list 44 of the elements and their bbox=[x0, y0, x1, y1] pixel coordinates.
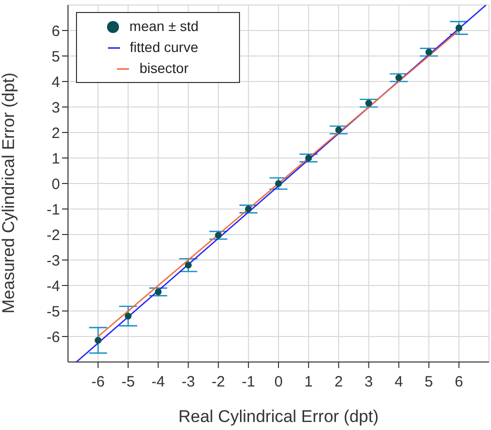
x-tick-label: 2 bbox=[334, 374, 343, 391]
point bbox=[184, 262, 192, 268]
point bbox=[456, 24, 462, 32]
point bbox=[365, 100, 372, 107]
point bbox=[94, 336, 102, 344]
x-tick-label: 3 bbox=[364, 374, 373, 391]
x-tick-label: 5 bbox=[424, 374, 434, 391]
point bbox=[154, 288, 162, 296]
point bbox=[305, 154, 312, 162]
legend-label: fitted curve bbox=[130, 39, 198, 55]
y-tick-label: -3 bbox=[46, 252, 60, 270]
y-tick-label: -4 bbox=[46, 278, 60, 295]
y-tick-label: -6 bbox=[46, 328, 60, 346]
y-tick-label: 0 bbox=[52, 176, 60, 193]
x-tick-label: -2 bbox=[212, 374, 226, 391]
point bbox=[275, 180, 282, 187]
x-tick-label: 0 bbox=[274, 374, 283, 391]
x-tick-label: -6 bbox=[91, 374, 105, 391]
y-tick-label: 5 bbox=[52, 48, 60, 66]
y-tick-label: 6 bbox=[52, 22, 60, 40]
y-tick-label: 4 bbox=[52, 74, 60, 91]
y-tick-label: -1 bbox=[46, 201, 60, 218]
x-tick-label: -5 bbox=[121, 374, 135, 391]
point bbox=[395, 74, 402, 82]
y-tick-label: 2 bbox=[52, 124, 60, 142]
y-axis-title: Measured Cylindrical Error (dpt) bbox=[0, 72, 18, 314]
y-tick-label: -5 bbox=[46, 303, 60, 320]
y-tick-label: 3 bbox=[52, 99, 60, 116]
point bbox=[335, 126, 342, 134]
x-tick-label: -1 bbox=[242, 374, 256, 391]
x-axis-title: Real Cylindrical Error (dpt) bbox=[178, 407, 379, 426]
point bbox=[425, 48, 432, 56]
point bbox=[245, 206, 252, 212]
x-tick-label: 4 bbox=[394, 374, 403, 391]
y-tick-label: -2 bbox=[46, 226, 60, 244]
legend-label: bisector bbox=[139, 60, 189, 76]
point bbox=[124, 312, 132, 320]
x-tick-label: 6 bbox=[454, 374, 464, 391]
y-tick-label: 1 bbox=[52, 150, 60, 168]
x-tick-label: 1 bbox=[304, 374, 313, 391]
x-tick-label: -3 bbox=[182, 374, 195, 391]
x-tick-label: -4 bbox=[152, 374, 165, 391]
legend-label: mean ± std bbox=[129, 18, 199, 34]
point bbox=[214, 232, 222, 239]
